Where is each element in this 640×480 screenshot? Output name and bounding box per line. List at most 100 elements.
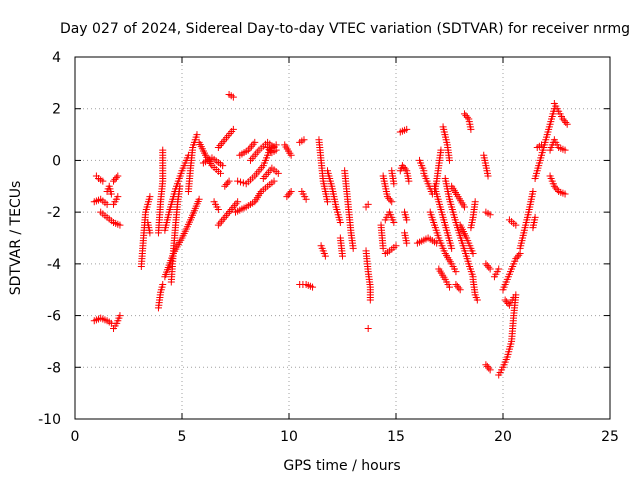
data-point-marker — [349, 244, 357, 252]
data-point-marker — [538, 141, 546, 149]
data-point-marker — [217, 169, 225, 177]
data-point-marker — [116, 221, 124, 229]
x-tick-label: 25 — [601, 429, 619, 445]
data-point-marker — [219, 215, 227, 223]
data-point-marker — [486, 265, 494, 273]
data-point-marker — [503, 298, 511, 306]
data-point-marker — [270, 177, 278, 185]
data-point-marker — [388, 198, 396, 206]
data-point-marker — [448, 244, 456, 252]
data-point-marker — [99, 177, 107, 185]
data-point-marker — [473, 296, 481, 304]
data-point-marker — [563, 120, 571, 128]
data-point-marker — [214, 221, 222, 229]
data-point-marker — [482, 361, 490, 369]
data-point-marker — [452, 281, 460, 289]
data-point-marker — [218, 217, 226, 225]
data-point-marker — [510, 293, 518, 301]
data-point-marker — [483, 262, 491, 270]
data-point-marker — [469, 250, 477, 258]
data-point-marker — [103, 200, 111, 208]
data-point-marker — [485, 364, 493, 372]
data-point-marker — [230, 202, 238, 210]
data-points — [90, 90, 571, 379]
data-point-marker — [287, 151, 295, 159]
data-point-marker — [221, 213, 229, 221]
data-point-marker — [495, 265, 503, 273]
data-point-marker — [284, 191, 292, 199]
y-tick-label: -4 — [47, 257, 61, 273]
data-point-marker — [561, 146, 569, 154]
data-point-marker — [446, 156, 453, 164]
data-point-marker — [390, 218, 398, 226]
data-point-marker — [456, 286, 464, 294]
data-point-marker — [321, 252, 329, 260]
y-tick-label: 4 — [52, 50, 61, 66]
data-point-marker — [552, 184, 560, 192]
data-point-marker — [501, 296, 509, 304]
data-point-marker — [485, 263, 493, 271]
data-point-marker — [392, 242, 400, 250]
data-point-marker — [390, 180, 398, 188]
y-tick-label: -2 — [47, 205, 61, 221]
data-point-marker — [339, 252, 346, 260]
plot-frame — [74, 56, 611, 420]
data-point-marker — [463, 113, 471, 121]
data-point-marker — [386, 196, 394, 204]
data-point-marker — [483, 362, 491, 370]
data-point-marker — [222, 181, 230, 189]
data-point-marker — [111, 175, 119, 183]
data-point-marker — [467, 125, 475, 133]
data-point-marker — [324, 198, 332, 206]
data-point-marker — [515, 251, 523, 259]
data-point-marker — [159, 146, 167, 154]
data-point-marker — [226, 207, 234, 215]
data-point-marker — [219, 162, 227, 170]
data-point-marker — [401, 165, 409, 173]
data-point-marker — [379, 244, 387, 252]
data-point-marker — [116, 312, 124, 320]
data-point-marker — [383, 193, 391, 201]
data-point-marker — [229, 125, 237, 133]
y-tick-label: -6 — [47, 309, 61, 325]
data-point-marker — [460, 203, 468, 211]
data-point-marker — [193, 131, 201, 139]
data-point-marker — [486, 366, 494, 374]
data-point-marker — [214, 144, 222, 151]
data-point-marker — [484, 172, 492, 180]
data-point-marker — [272, 146, 280, 154]
data-point-marker — [110, 177, 118, 185]
data-point-marker — [437, 146, 445, 154]
data-point-marker — [234, 177, 242, 185]
data-point-marker — [364, 325, 372, 332]
data-point-marker — [531, 213, 539, 221]
data-point-marker — [234, 198, 242, 206]
data-point-marker — [366, 296, 374, 304]
data-point-marker — [246, 144, 254, 152]
data-point-marker — [400, 163, 408, 171]
data-point-marker — [159, 281, 167, 289]
axes — [74, 56, 611, 420]
data-point-marker — [224, 209, 232, 217]
x-tick-label: 15 — [387, 429, 405, 445]
data-point-marker — [462, 112, 470, 120]
data-point-marker — [398, 162, 406, 170]
data-point-marker — [225, 177, 233, 185]
data-point-marker — [336, 218, 344, 226]
data-point-marker — [455, 284, 463, 292]
data-point-marker — [219, 138, 227, 146]
data-point-marker — [265, 145, 273, 153]
data-point-marker — [512, 221, 520, 229]
data-point-marker — [302, 195, 310, 203]
data-point-marker — [403, 125, 411, 133]
data-point-marker — [453, 282, 461, 290]
data-point-marker — [460, 110, 468, 118]
data-point-marker — [146, 193, 154, 201]
data-point-marker — [107, 190, 115, 198]
data-point-marker — [486, 211, 494, 219]
tick-labels: 0 5 10 15 20 25 -10 -8 -6 -4 -2 0 2 4 — [38, 50, 619, 445]
data-point-marker — [274, 169, 282, 177]
data-point-marker — [529, 187, 537, 195]
y-tick-label: 2 — [52, 102, 61, 118]
data-point-marker — [264, 144, 272, 151]
